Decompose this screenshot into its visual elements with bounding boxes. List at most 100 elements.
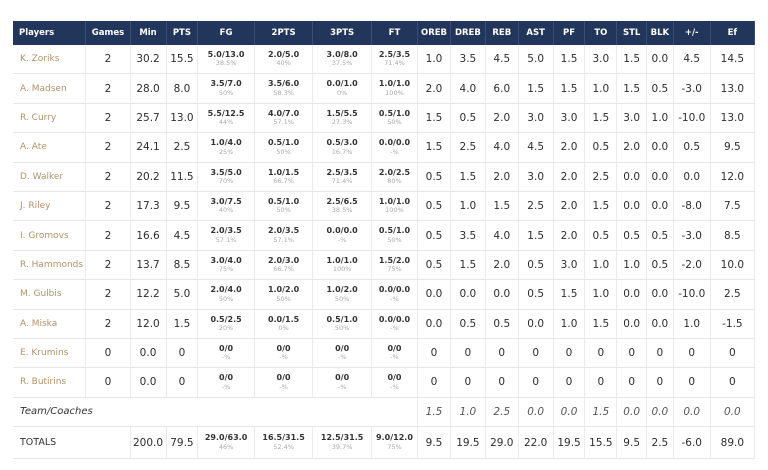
cell-fg-made: 3.5/7.0 <box>210 79 242 89</box>
col-header-to[interactable]: TO <box>584 21 618 45</box>
cell-2pts: 0.5/1.0 50% <box>254 132 314 163</box>
cell-ef: 9.5 <box>710 132 756 163</box>
cell-plus-minus: 4.5 <box>673 45 711 75</box>
cell-fg-pct: 38.5% <box>215 59 237 68</box>
cell-oreb: 0.5 <box>417 162 451 192</box>
cell-2pts-pct: -% <box>279 382 288 391</box>
cell-3pts: 0.5/1.0 50% <box>312 309 372 339</box>
totals-pf: 19.5 <box>553 426 586 460</box>
cell-3pts-made: 0.5/3.0 <box>326 138 358 148</box>
col-header-dreb[interactable]: DREB <box>450 21 486 45</box>
cell-pf: 2.0 <box>553 220 586 251</box>
player-name-link[interactable]: R. Curry <box>13 103 87 134</box>
cell-fg: 5.0/13.0 38.5% <box>197 45 255 75</box>
cell-ft-made: 0.0/0.0 <box>378 138 411 148</box>
player-name-link[interactable]: R. Hammonds <box>13 250 87 281</box>
cell-3pts: 1.0/1.0 100% <box>312 250 372 281</box>
col-header-reb[interactable]: REB <box>485 21 519 45</box>
cell-2pts-pct: 0% <box>278 324 289 332</box>
player-name-link[interactable]: D. Walker <box>13 162 87 192</box>
col-header-ft[interactable]: FT <box>371 21 419 45</box>
cell-games: 0 <box>85 338 131 369</box>
cell-min: 28.0 <box>130 73 167 104</box>
player-name-link[interactable]: A. Madsen <box>13 73 87 104</box>
cell-ft-pct: 100% <box>385 88 404 97</box>
cell-to: 1.0 <box>584 250 618 281</box>
cell-to: 0.5 <box>584 220 618 251</box>
cell-ef: 13.0 <box>710 103 756 134</box>
player-name-link[interactable]: E. Krumins <box>13 338 87 369</box>
cell-stl: 1.5 <box>616 73 648 104</box>
player-name-link[interactable]: A. Ate <box>13 132 87 163</box>
cell-stl: 2.0 <box>616 132 648 163</box>
table-row: A. Ate 2 24.1 2.5 1.0/4.0 25% 0.5/1.0 50% 0.5/3.… <box>13 132 756 163</box>
cell-ft-pct: -% <box>390 382 399 391</box>
col-header-fg[interactable]: FG <box>197 21 255 45</box>
cell-fg-made: 0/0 <box>219 373 234 383</box>
col-header-3pts[interactable]: 3PTS <box>312 21 372 45</box>
cell-ast: 2.5 <box>518 191 554 222</box>
col-header-games[interactable]: Games <box>85 21 131 45</box>
cell-oreb: 1.5 <box>417 132 451 163</box>
player-name-link[interactable]: R. Butirins <box>13 367 87 398</box>
col-header-blk[interactable]: BLK <box>646 21 674 45</box>
table-row: E. Krumins 0 0.0 0 0/0 -% 0/0 -% 0/0 -% 0/0 -% 0 0 0 0 0… <box>13 338 756 369</box>
cell-oreb: 0.5 <box>417 250 451 281</box>
cell-2pts-made: 0.5/1.0 <box>267 138 300 148</box>
col-header-pf[interactable]: PF <box>553 21 586 45</box>
totals-dreb: 19.5 <box>450 426 486 460</box>
cell-plus-minus: 0 <box>673 338 711 369</box>
cell-dreb: 1.5 <box>450 162 486 192</box>
cell-pts: 8.5 <box>166 250 199 281</box>
col-header-players[interactable]: Players <box>13 21 87 45</box>
cell-pf: 0 <box>553 338 586 369</box>
col-header-stl[interactable]: STL <box>616 21 648 45</box>
table-row: K. Zoriks 2 30.2 15.5 5.0/13.0 38.5% 2.0/5.0 40… <box>13 45 756 75</box>
col-header-ast[interactable]: AST <box>518 21 554 45</box>
table-row: A. Miska 2 12.0 1.5 0.5/2.5 20% 0.0/1.5 0% 0.5/1… <box>13 309 756 339</box>
cell-plus-minus: -10.0 <box>673 103 711 134</box>
cell-stl: 0 <box>616 367 648 398</box>
totals-2pts-pct: 52.4% <box>273 442 294 451</box>
col-header-min[interactable]: Min <box>130 21 167 45</box>
cell-pts: 15.5 <box>166 45 199 75</box>
team-dreb: 1.0 <box>450 397 486 428</box>
cell-ft-made: 0.0/0.0 <box>378 285 411 295</box>
cell-stl: 0 <box>616 338 648 369</box>
cell-fg-made: 5.0/13.0 <box>207 50 245 60</box>
player-name-link[interactable]: K. Zoriks <box>13 45 87 75</box>
cell-pf: 3.0 <box>553 103 586 134</box>
col-header-pts[interactable]: PTS <box>166 21 199 45</box>
cell-to: 0 <box>584 338 618 369</box>
cell-ast: 0 <box>518 367 554 398</box>
cell-fg-made: 0.5/2.5 <box>210 314 242 324</box>
col-header-oreb[interactable]: OREB <box>417 21 451 45</box>
cell-stl: 1.5 <box>616 45 648 75</box>
cell-fg-pct: 20% <box>218 324 234 332</box>
col-header-plus-minus[interactable]: +/- <box>673 21 711 45</box>
cell-reb: 4.0 <box>485 132 519 163</box>
cell-2pts: 0.5/1.0 50% <box>254 191 314 222</box>
cell-pts: 0 <box>166 367 199 398</box>
cell-ast: 1.5 <box>518 73 554 104</box>
totals-3pts-made: 12.5/31.5 <box>320 433 364 443</box>
cell-3pts: 2.5/6.5 38.5% <box>312 191 372 222</box>
player-name-link[interactable]: J. Riley <box>13 191 87 222</box>
cell-ft-pct: 80% <box>387 177 402 186</box>
cell-2pts: 1.0/1.5 66.7% <box>254 162 314 192</box>
cell-pf: 1.0 <box>553 309 586 339</box>
player-name-link[interactable]: A. Miska <box>13 309 87 339</box>
cell-ft: 0/0 -% <box>371 367 419 398</box>
cell-ast: 3.0 <box>518 103 554 134</box>
player-name-link[interactable]: I. Gromovs <box>13 220 87 251</box>
cell-min: 12.0 <box>130 309 167 339</box>
player-name-link[interactable]: M. Gulbis <box>13 279 87 310</box>
col-header-2pts[interactable]: 2PTS <box>254 21 314 45</box>
cell-fg-pct: 40% <box>218 206 234 215</box>
cell-dreb: 0.5 <box>450 103 486 134</box>
cell-fg-made: 0/0 <box>219 344 234 353</box>
cell-plus-minus: -8.0 <box>673 191 711 222</box>
cell-3pts: 1.5/5.5 27.3% <box>312 103 372 134</box>
totals-pts: 79.5 <box>166 426 199 460</box>
col-header-ef[interactable]: Ef <box>710 21 756 45</box>
